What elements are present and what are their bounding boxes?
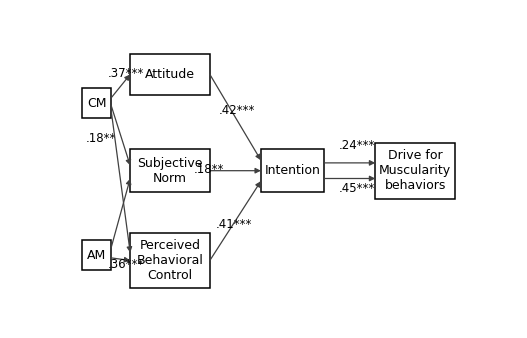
Text: .36***: .36*** [108, 259, 144, 271]
Text: Drive for
Muscularity
behaviors: Drive for Muscularity behaviors [379, 149, 451, 192]
Text: Intention: Intention [265, 164, 320, 177]
FancyBboxPatch shape [130, 54, 210, 95]
Text: Subjective
Norm: Subjective Norm [137, 157, 203, 185]
Text: Attitude: Attitude [145, 68, 195, 81]
FancyBboxPatch shape [130, 233, 210, 288]
FancyBboxPatch shape [375, 143, 455, 199]
Text: .24***: .24*** [338, 139, 375, 152]
Text: .18**: .18** [85, 132, 116, 145]
Text: .37***: .37*** [108, 67, 144, 79]
Text: .18**: .18** [193, 163, 224, 176]
FancyBboxPatch shape [82, 88, 111, 118]
Text: .45***: .45*** [338, 182, 375, 195]
FancyBboxPatch shape [130, 149, 210, 192]
Text: AM: AM [87, 249, 106, 262]
FancyBboxPatch shape [82, 240, 111, 270]
Text: .41***: .41*** [216, 218, 252, 231]
Text: CM: CM [87, 97, 106, 110]
FancyBboxPatch shape [261, 149, 324, 192]
Text: Perceived
Behavioral
Control: Perceived Behavioral Control [136, 239, 203, 282]
Text: .42***: .42*** [218, 104, 255, 117]
